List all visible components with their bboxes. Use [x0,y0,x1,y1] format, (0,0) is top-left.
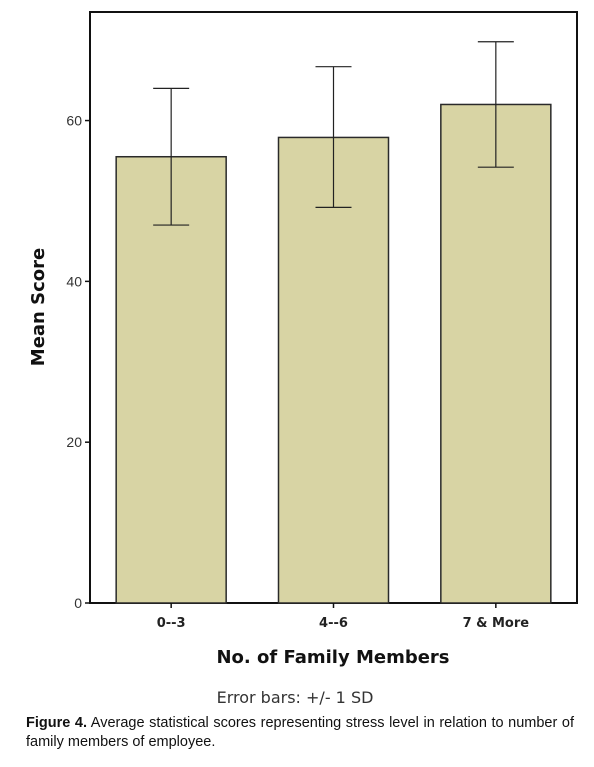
figure-caption-label: Figure 4. [26,715,87,731]
y-tick-label-1: 20 [66,434,82,450]
x-axis-title: No. of Family Members [216,647,449,668]
y-axis-title: Mean Score [28,248,49,366]
bar-1 [277,136,390,604]
y-axis-ticks: 0 20 40 60 [66,113,90,611]
x-category-label-2: 7 & More [463,616,530,631]
figure-caption-text: Average statistical scores representing … [26,715,575,750]
error-bars-note: Error bars: +/- 1 SD [217,688,374,707]
bar-2 [440,103,552,604]
x-category-label-1: 4--6 [319,616,348,631]
x-category-label-0: 0--3 [157,616,186,631]
bar-chart: 0 20 40 60 0--3 4--6 7 & More Mean Score No. … [28,11,578,707]
y-tick-label-0: 0 [74,595,82,611]
y-tick-label-2: 40 [66,273,82,289]
figure-caption: Figure 4. Average statistical scores rep… [26,714,574,752]
error-bars-group [153,41,514,226]
x-axis-categories: 0--3 4--6 7 & More [157,603,530,631]
y-tick-label-3: 60 [66,113,82,129]
